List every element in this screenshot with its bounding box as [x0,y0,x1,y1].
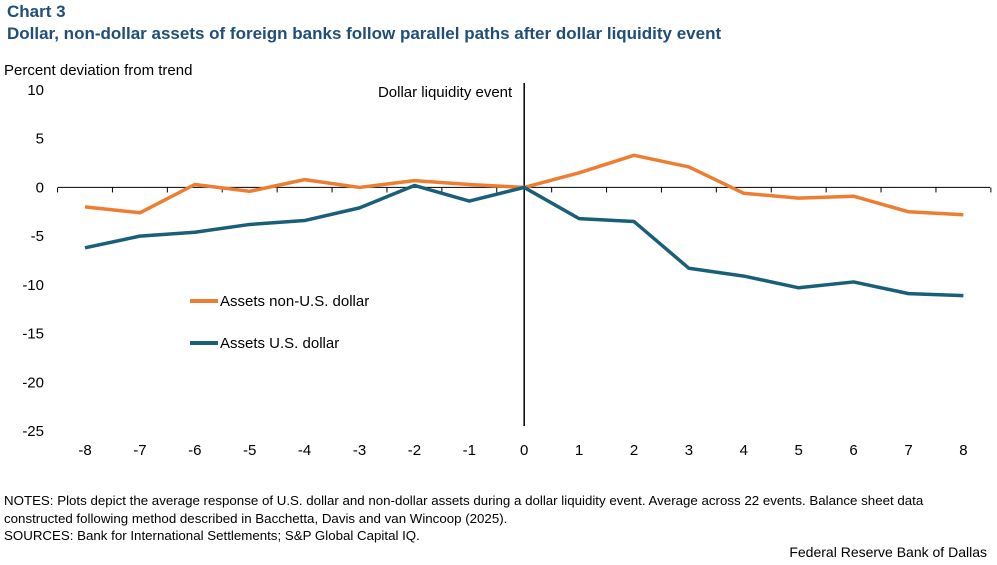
y-tick-label: 0 [36,179,44,196]
y-tick-label: -5 [31,228,44,245]
x-tick-label: -7 [133,442,146,459]
chart-label: Chart 3 [7,2,66,21]
sources-text: SOURCES: Bank for International Settleme… [4,528,420,543]
y-tick-label: -25 [22,423,44,440]
y-tick-label: -20 [22,374,44,391]
x-tick-label: 0 [520,442,528,459]
x-tick-label: 1 [575,442,583,459]
x-tick-label: 6 [849,442,857,459]
x-tick-label: 5 [795,442,803,459]
y-axis-label: Percent deviation from trend [4,62,193,79]
series-line-1 [84,183,964,298]
source-credit: Federal Reserve Bank of Dallas [789,544,987,560]
legend-label-0: Assets non-U.S. dollar [220,293,369,310]
notes: NOTES: Plots depict the average response… [4,492,994,545]
legend-label-1: Assets U.S. dollar [220,335,339,352]
x-tick-label: 8 [959,442,967,459]
x-tick-label: -6 [188,442,201,459]
x-tick-label: 4 [740,442,748,459]
x-tick-label: 3 [685,442,693,459]
x-tick-label: -2 [408,442,421,459]
y-tick-label: -10 [22,277,44,294]
x-tick-label: -5 [243,442,256,459]
y-tick-label: 5 [36,131,44,148]
x-tick-label: 7 [904,442,912,459]
x-tick-label: -8 [78,442,91,459]
x-tick-label: 2 [630,442,638,459]
x-tick-label: -4 [298,442,311,459]
y-tick-label: -15 [22,326,44,343]
x-tick-label: -1 [463,442,476,459]
x-tick-label: -3 [353,442,366,459]
y-tick-label: 10 [27,82,44,99]
chart-title: Dollar, non-dollar assets of foreign ban… [7,24,722,43]
event-annotation: Dollar liquidity event [378,84,513,101]
notes-text: NOTES: Plots depict the average response… [4,493,924,526]
